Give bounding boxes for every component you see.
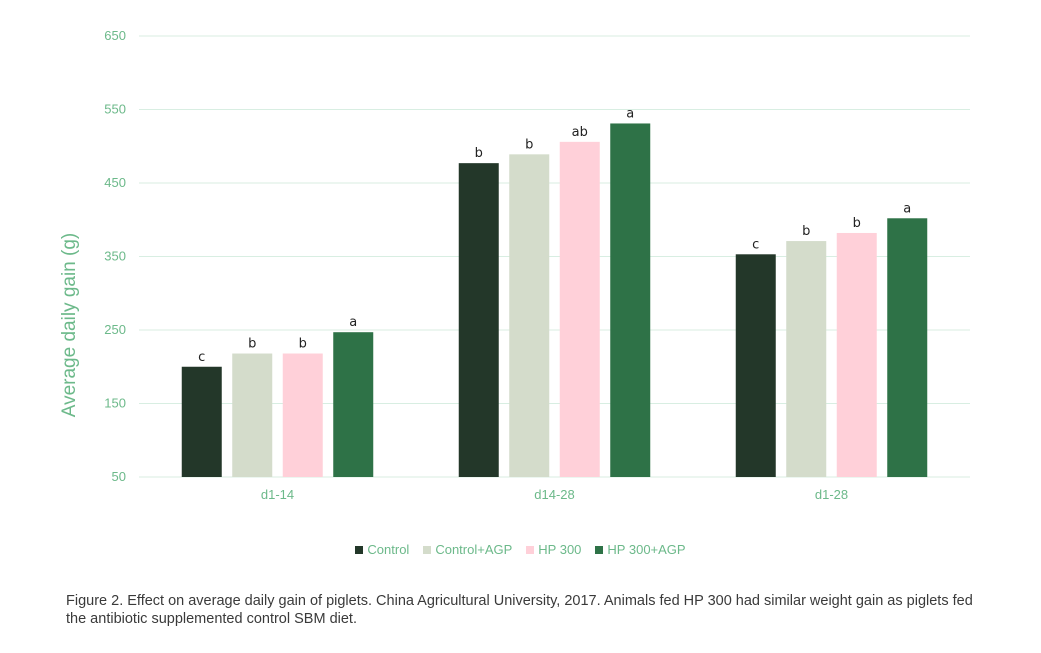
data-label: ab (572, 125, 588, 140)
legend-item: HP 300 (526, 542, 581, 557)
data-label: b (475, 146, 483, 161)
data-label: b (248, 337, 256, 352)
y-tick-label: 150 (104, 396, 126, 411)
data-label: b (853, 216, 861, 231)
bar-control-agp-d1-14 (232, 353, 273, 477)
bar-hp-300-agp-d1-28 (887, 218, 928, 477)
data-label: b (802, 224, 810, 239)
x-category-label: d1-28 (815, 487, 848, 502)
y-tick-label: 550 (104, 102, 126, 117)
legend-swatch (526, 545, 535, 554)
bar-hp-300-agp-d1-14 (333, 332, 374, 477)
bar-hp-300-d1-28 (836, 232, 877, 477)
legend: Control Control+AGP HP 300 HP 300+AGP (0, 542, 1041, 557)
legend-item: Control+AGP (423, 542, 512, 557)
x-category-label: d1-14 (261, 487, 294, 502)
legend-item: Control (355, 542, 409, 557)
legend-label: HP 300 (538, 542, 582, 557)
y-tick-label: 250 (104, 322, 126, 337)
data-label: a (903, 201, 911, 216)
legend-swatch (423, 545, 432, 554)
data-label: b (299, 337, 307, 352)
y-axis-ticks: 50 150 250 350 450 550 650 (104, 28, 126, 484)
y-tick-label: 650 (104, 28, 126, 43)
data-label: c (752, 237, 759, 252)
y-tick-label: 50 (112, 469, 126, 484)
legend-item: HP 300+AGP (595, 542, 686, 557)
figure-caption: Figure 2. Effect on average daily gain o… (66, 593, 973, 627)
y-tick-label: 450 (104, 175, 126, 190)
bar-control-d1-14 (181, 366, 222, 477)
bar-hp-300-d1-14 (282, 353, 323, 477)
gridlines (139, 35, 970, 404)
legend-swatch (595, 545, 604, 554)
legend-label: Control (367, 542, 410, 557)
y-axis-label: Average daily gain (g) (59, 233, 80, 417)
data-label: a (349, 315, 357, 330)
bar-control-d14-28 (458, 163, 499, 477)
legend-label: Control+AGP (435, 542, 513, 557)
x-axis-categories: d1-14 d14-28 d1-28 (261, 487, 848, 502)
data-label: b (525, 137, 533, 152)
legend-label: HP 300+AGP (607, 542, 686, 557)
data-label: a (626, 106, 634, 121)
y-tick-label: 350 (104, 249, 126, 264)
legend-swatch (355, 545, 364, 554)
bar-hp-300-agp-d14-28 (610, 123, 651, 477)
bar-control-agp-d1-28 (786, 241, 827, 477)
data-label: c (198, 350, 205, 365)
bar-control-d1-28 (735, 254, 776, 477)
x-category-label: d14-28 (534, 487, 574, 502)
bar-hp-300-d14-28 (559, 141, 600, 477)
bars (181, 123, 928, 477)
bar-control-agp-d14-28 (509, 154, 550, 477)
